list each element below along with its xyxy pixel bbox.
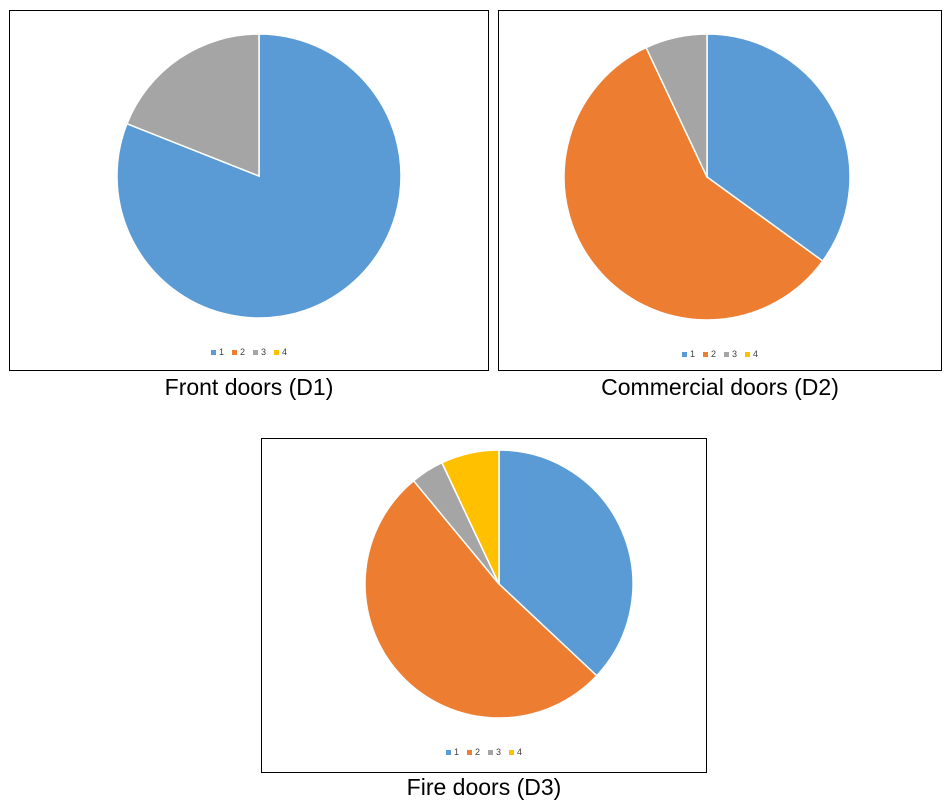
caption-front-doors: Front doors (D1) (164, 374, 334, 400)
pie-slice-1 (498, 449, 634, 677)
legend-item-2: 2 (231, 347, 245, 357)
legend-label: 1 (689, 349, 695, 359)
legend-item-1: 1 (681, 349, 695, 359)
legend-swatch (509, 749, 515, 755)
legend-label: 3 (496, 747, 502, 757)
pie-slice-2 (364, 479, 598, 719)
pie-chart-commercial-doors (563, 33, 851, 321)
legend-fire-doors: 1 2 3 4 (262, 747, 706, 757)
legend-swatch (702, 351, 708, 357)
chart-fire-doors: 1 2 3 4 (261, 438, 707, 773)
legend-label: 1 (218, 347, 224, 357)
legend-item-2: 2 (466, 747, 480, 757)
legend-commercial-doors: 1 2 3 4 (499, 349, 941, 359)
legend-swatch (488, 749, 493, 755)
caption-commercial-doors: Commercial doors (D2) (601, 374, 839, 400)
legend-item-4: 4 (274, 347, 287, 357)
pie-slice-1 (706, 33, 851, 263)
legend-item-2: 2 (702, 349, 716, 359)
legend-label: 3 (732, 349, 738, 359)
pie-slice-4 (440, 449, 500, 585)
legend-swatch (231, 349, 237, 355)
legend-item-3: 3 (253, 347, 266, 357)
legend-label: 4 (517, 747, 523, 757)
legend-item-4: 4 (509, 747, 522, 757)
legend-front-doors: 1 2 3 4 (10, 347, 488, 357)
legend-label: 4 (753, 349, 759, 359)
pie-chart-fire-doors (364, 449, 634, 719)
pie-slice-2 (563, 46, 824, 321)
legend-label: 1 (453, 747, 459, 757)
legend-label: 4 (282, 347, 288, 357)
legend-swatch (274, 349, 280, 355)
legend-swatch (466, 749, 472, 755)
legend-item-4: 4 (745, 349, 758, 359)
pie-slice-3 (645, 33, 708, 178)
legend-item-1: 1 (210, 347, 224, 357)
legend-label: 2 (474, 747, 480, 757)
legend-item-3: 3 (488, 747, 501, 757)
pie-slice-3 (125, 33, 260, 178)
pie-chart-front-doors (116, 33, 402, 319)
legend-item-1: 1 (445, 747, 459, 757)
caption-fire-doors: Fire doors (D3) (406, 774, 562, 800)
chart-front-doors: 1 2 3 4 (9, 10, 489, 371)
chart-commercial-doors: 1 2 3 4 (498, 10, 942, 371)
legend-swatch (253, 349, 258, 355)
legend-swatch (745, 351, 751, 357)
legend-label: 3 (261, 347, 267, 357)
legend-swatch (445, 749, 451, 755)
legend-item-3: 3 (724, 349, 737, 359)
legend-swatch (210, 349, 216, 355)
legend-swatch (724, 351, 729, 357)
legend-swatch (681, 351, 687, 357)
legend-label: 2 (710, 349, 716, 359)
legend-label: 2 (239, 347, 245, 357)
